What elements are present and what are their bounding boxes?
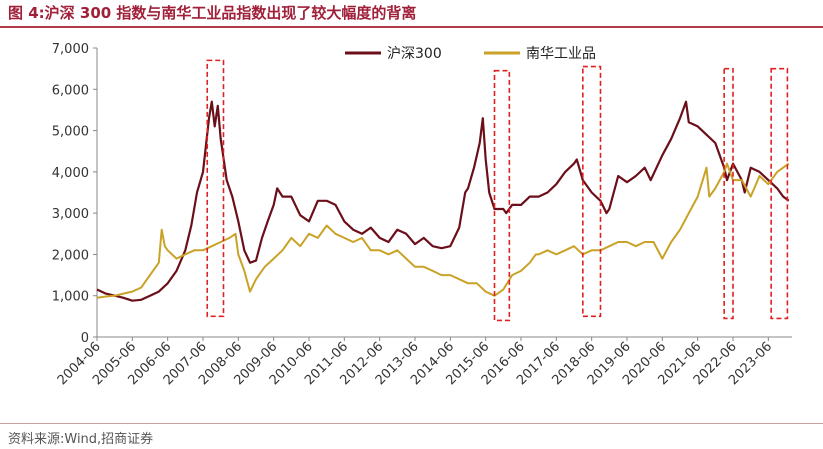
source-note: 资料来源:Wind,招商证券 — [8, 432, 154, 447]
legend-label: 南华工业品 — [526, 46, 596, 62]
figure-title: 图 4:沪深 300 指数与南华工业品指数出现了较大幅度的背离 — [8, 4, 417, 22]
y-tick-label: 2,000 — [52, 248, 89, 263]
chart-series — [96, 100, 790, 302]
y-tick-label: 6,000 — [52, 83, 89, 98]
divergence-box — [723, 67, 734, 320]
chart-axes: 01,0002,0003,0004,0005,0006,0007,0002004… — [52, 42, 792, 388]
y-tick-label: 7,000 — [52, 42, 89, 57]
source-divider — [0, 423, 823, 424]
legend-label: 沪深300 — [387, 46, 442, 62]
divergence-box — [770, 67, 789, 320]
divergence-box — [493, 69, 511, 322]
divergence-highlights — [206, 59, 789, 322]
y-tick-label: 5,000 — [52, 125, 89, 140]
chart-legend: 沪深300 南华工业品 — [345, 46, 596, 62]
series-line-hs300 — [96, 100, 790, 302]
title-underline — [0, 26, 823, 28]
divergence-box — [206, 59, 225, 318]
y-tick-label: 0 — [81, 331, 89, 346]
divergence-box — [582, 65, 602, 318]
series-line-nanhua-industrial — [96, 162, 790, 299]
y-tick-label: 4,000 — [52, 166, 89, 181]
y-tick-label: 3,000 — [52, 207, 89, 222]
y-tick-label: 1,000 — [52, 290, 89, 305]
